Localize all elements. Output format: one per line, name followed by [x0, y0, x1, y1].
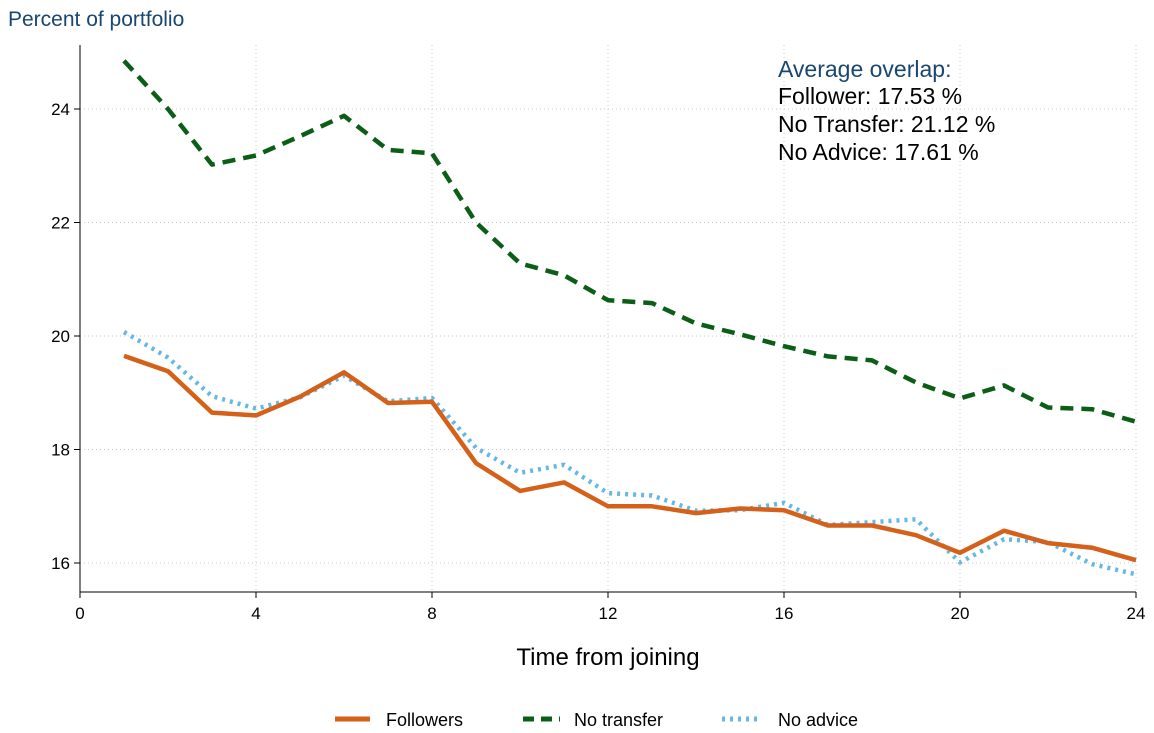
x-tick-label: 4 [251, 604, 260, 623]
annotation-title: Average overlap: [778, 56, 951, 82]
y-tick-label: 24 [51, 100, 70, 119]
series-line-no-advice [122, 330, 1137, 577]
x-tick-label: 8 [427, 604, 436, 623]
x-tick-label: 12 [599, 604, 618, 623]
x-ticks: 0 4 8 12 16 20 24 [75, 592, 1145, 623]
series-line-no-transfer [122, 59, 1137, 424]
x-tick-label: 0 [75, 604, 84, 623]
legend-label-no-advice: No advice [778, 710, 858, 730]
series-line-followers [123, 353, 1137, 563]
legend-label-no-transfer: No transfer [574, 710, 663, 730]
series-lines [122, 59, 1137, 577]
x-tick-label: 20 [951, 604, 970, 623]
y-tick-label: 18 [51, 441, 70, 460]
y-tick-label: 20 [51, 327, 70, 346]
y-tick-label: 22 [51, 214, 70, 233]
x-tick-label: 24 [1127, 604, 1146, 623]
annotation-follower: Follower: 17.53 % [778, 83, 962, 109]
legend-label-followers: Followers [386, 710, 463, 730]
x-tick-label: 16 [775, 604, 794, 623]
annotation-no-advice: No Advice: 17.61 % [778, 139, 979, 165]
legend: Followers No transfer No advice [335, 710, 858, 730]
x-axis-title: Time from joining [516, 644, 699, 671]
y-axis-title: Percent of portfolio [8, 8, 184, 31]
annotation-no-transfer: No Transfer: 21.12 % [778, 111, 995, 137]
y-ticks: 16 18 20 22 24 [51, 100, 80, 573]
average-overlap-annotation: Average overlap: Follower: 17.53 % No Tr… [778, 56, 995, 165]
y-tick-label: 16 [51, 554, 70, 573]
